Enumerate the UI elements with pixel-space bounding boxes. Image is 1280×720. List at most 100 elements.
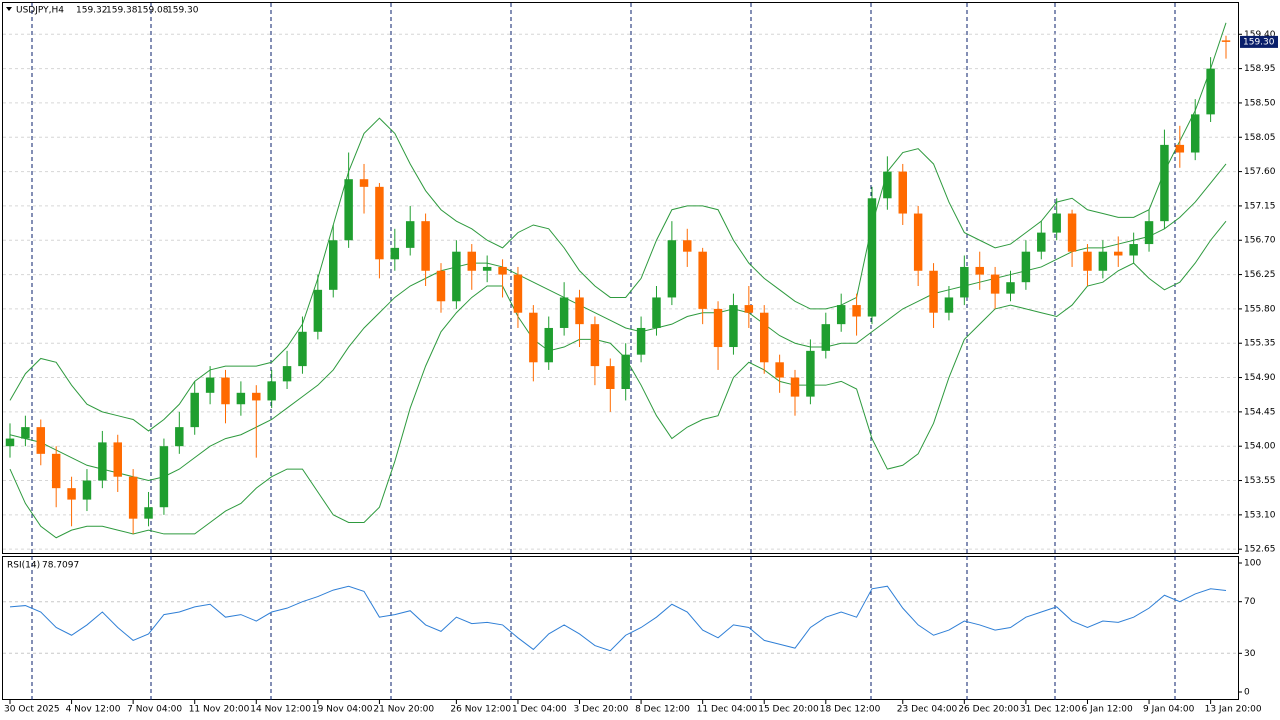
candle-body: [405, 221, 415, 248]
header-high: 159.38: [106, 6, 138, 16]
candle-body: [313, 289, 323, 332]
candle-body: [975, 266, 984, 275]
x-tick-label: 31 Dec 12:00: [1020, 705, 1081, 715]
candle-body: [344, 179, 353, 241]
x-tick-label: 30 Oct 2025: [4, 705, 60, 715]
candle-body: [1114, 251, 1123, 256]
candle-body: [436, 270, 446, 302]
y-tick-label: 158.05: [1244, 133, 1276, 143]
candle-body: [713, 308, 723, 348]
y-tick-label: 156.70: [1244, 236, 1276, 246]
candle-body: [298, 331, 307, 367]
candle-body: [883, 171, 892, 199]
rsi-title: RSI(14): [7, 561, 40, 571]
y-tick-label: 153.55: [1244, 476, 1276, 486]
symbol-title: USDJPY,H4: [16, 6, 64, 16]
rsi-value: 78.7097: [42, 561, 79, 571]
header-open: 159.32: [76, 6, 108, 16]
rsi-panel-frame: [2, 556, 1239, 700]
candle-body: [1221, 40, 1231, 42]
y-tick-label: 154.45: [1244, 407, 1276, 417]
y-tick-label: 158.50: [1244, 98, 1276, 108]
candle-body: [1083, 251, 1092, 271]
candle-body: [1144, 221, 1154, 245]
candle-body: [282, 366, 292, 382]
candle-body: [467, 251, 477, 271]
x-tick-label: 11 Nov 20:00: [189, 705, 250, 715]
y-tick-label: 158.95: [1244, 64, 1276, 74]
y-tick-label: 30: [1244, 649, 1256, 659]
x-tick-label: 1 Dec 04:00: [512, 705, 567, 715]
x-tick-label: 9 Jan 04:00: [1143, 705, 1195, 715]
x-tick-label: 8 Dec 12:00: [635, 705, 690, 715]
candle-body: [898, 171, 907, 214]
x-tick-label: 19 Nov 04:00: [312, 705, 373, 715]
price-box: [1240, 35, 1278, 48]
y-tick-label: 156.25: [1244, 270, 1276, 280]
candle-body: [913, 213, 923, 271]
x-tick-label: 4 Nov 12:00: [66, 705, 121, 715]
y-tick-label: 153.10: [1244, 510, 1276, 520]
menu-triangle[interactable]: [6, 7, 12, 11]
y-tick-label: 70: [1244, 597, 1256, 607]
candle-body: [221, 377, 230, 405]
x-tick-label: 23 Dec 04:00: [897, 705, 958, 715]
candle-body: [205, 377, 215, 393]
price-panel-frame: [2, 2, 1239, 554]
candle-body: [421, 221, 430, 271]
y-tick-label: 159.40: [1244, 30, 1276, 40]
candle-body: [852, 305, 861, 317]
current-price-label: 159.30: [1243, 37, 1275, 47]
candle-body: [929, 270, 938, 313]
candle-body: [529, 312, 538, 363]
candle-body: [1037, 232, 1046, 252]
y-tick-label: 157.15: [1244, 201, 1276, 211]
candle-body: [590, 324, 600, 367]
y-tick-label: 0: [1244, 688, 1250, 698]
candle-body: [790, 377, 800, 397]
y-tick-label: 154.00: [1244, 442, 1276, 452]
x-tick-label: 3 Dec 20:00: [574, 705, 629, 715]
candle-body: [5, 438, 15, 447]
candle-body: [990, 274, 1000, 294]
x-tick-label: 21 Nov 20:00: [373, 705, 434, 715]
candle-body: [252, 392, 261, 401]
x-tick-label: 14 Nov 12:00: [250, 705, 311, 715]
candle-body: [236, 392, 246, 405]
candle-body: [698, 251, 707, 309]
candle-body: [821, 324, 831, 351]
candle-body: [113, 442, 122, 477]
candle-body: [144, 507, 153, 519]
candle-body: [1021, 251, 1031, 283]
x-tick-label: 11 Dec 04:00: [697, 705, 758, 715]
x-tick-label: 15 Dec 20:00: [758, 705, 819, 715]
candle-body: [559, 297, 569, 328]
candle-body: [359, 179, 369, 187]
candle-body: [128, 476, 138, 519]
candle-body: [729, 305, 738, 348]
candle-body: [1160, 144, 1169, 222]
candle-body: [190, 392, 199, 428]
candle-body: [759, 312, 769, 363]
candle-body: [667, 240, 677, 298]
indicator-line: [9, 220, 1227, 539]
y-tick-label: 155.35: [1244, 339, 1276, 349]
candle-body: [636, 327, 646, 355]
candle-body: [390, 247, 400, 260]
candle-body: [1175, 144, 1185, 153]
y-tick-label: 152.65: [1244, 545, 1276, 555]
candle-body: [375, 186, 384, 260]
x-tick-label: 6 Jan 12:00: [1081, 705, 1133, 715]
candle-body: [652, 297, 661, 328]
y-tick-label: 155.80: [1244, 304, 1276, 314]
candle-body: [98, 442, 107, 481]
header-low: 159.08: [137, 6, 169, 16]
candle-body: [482, 266, 492, 271]
candle-body: [1129, 244, 1138, 256]
candle-body: [867, 198, 877, 317]
candle-body: [513, 274, 523, 313]
candle-body: [806, 350, 815, 397]
candle-body: [67, 488, 76, 500]
